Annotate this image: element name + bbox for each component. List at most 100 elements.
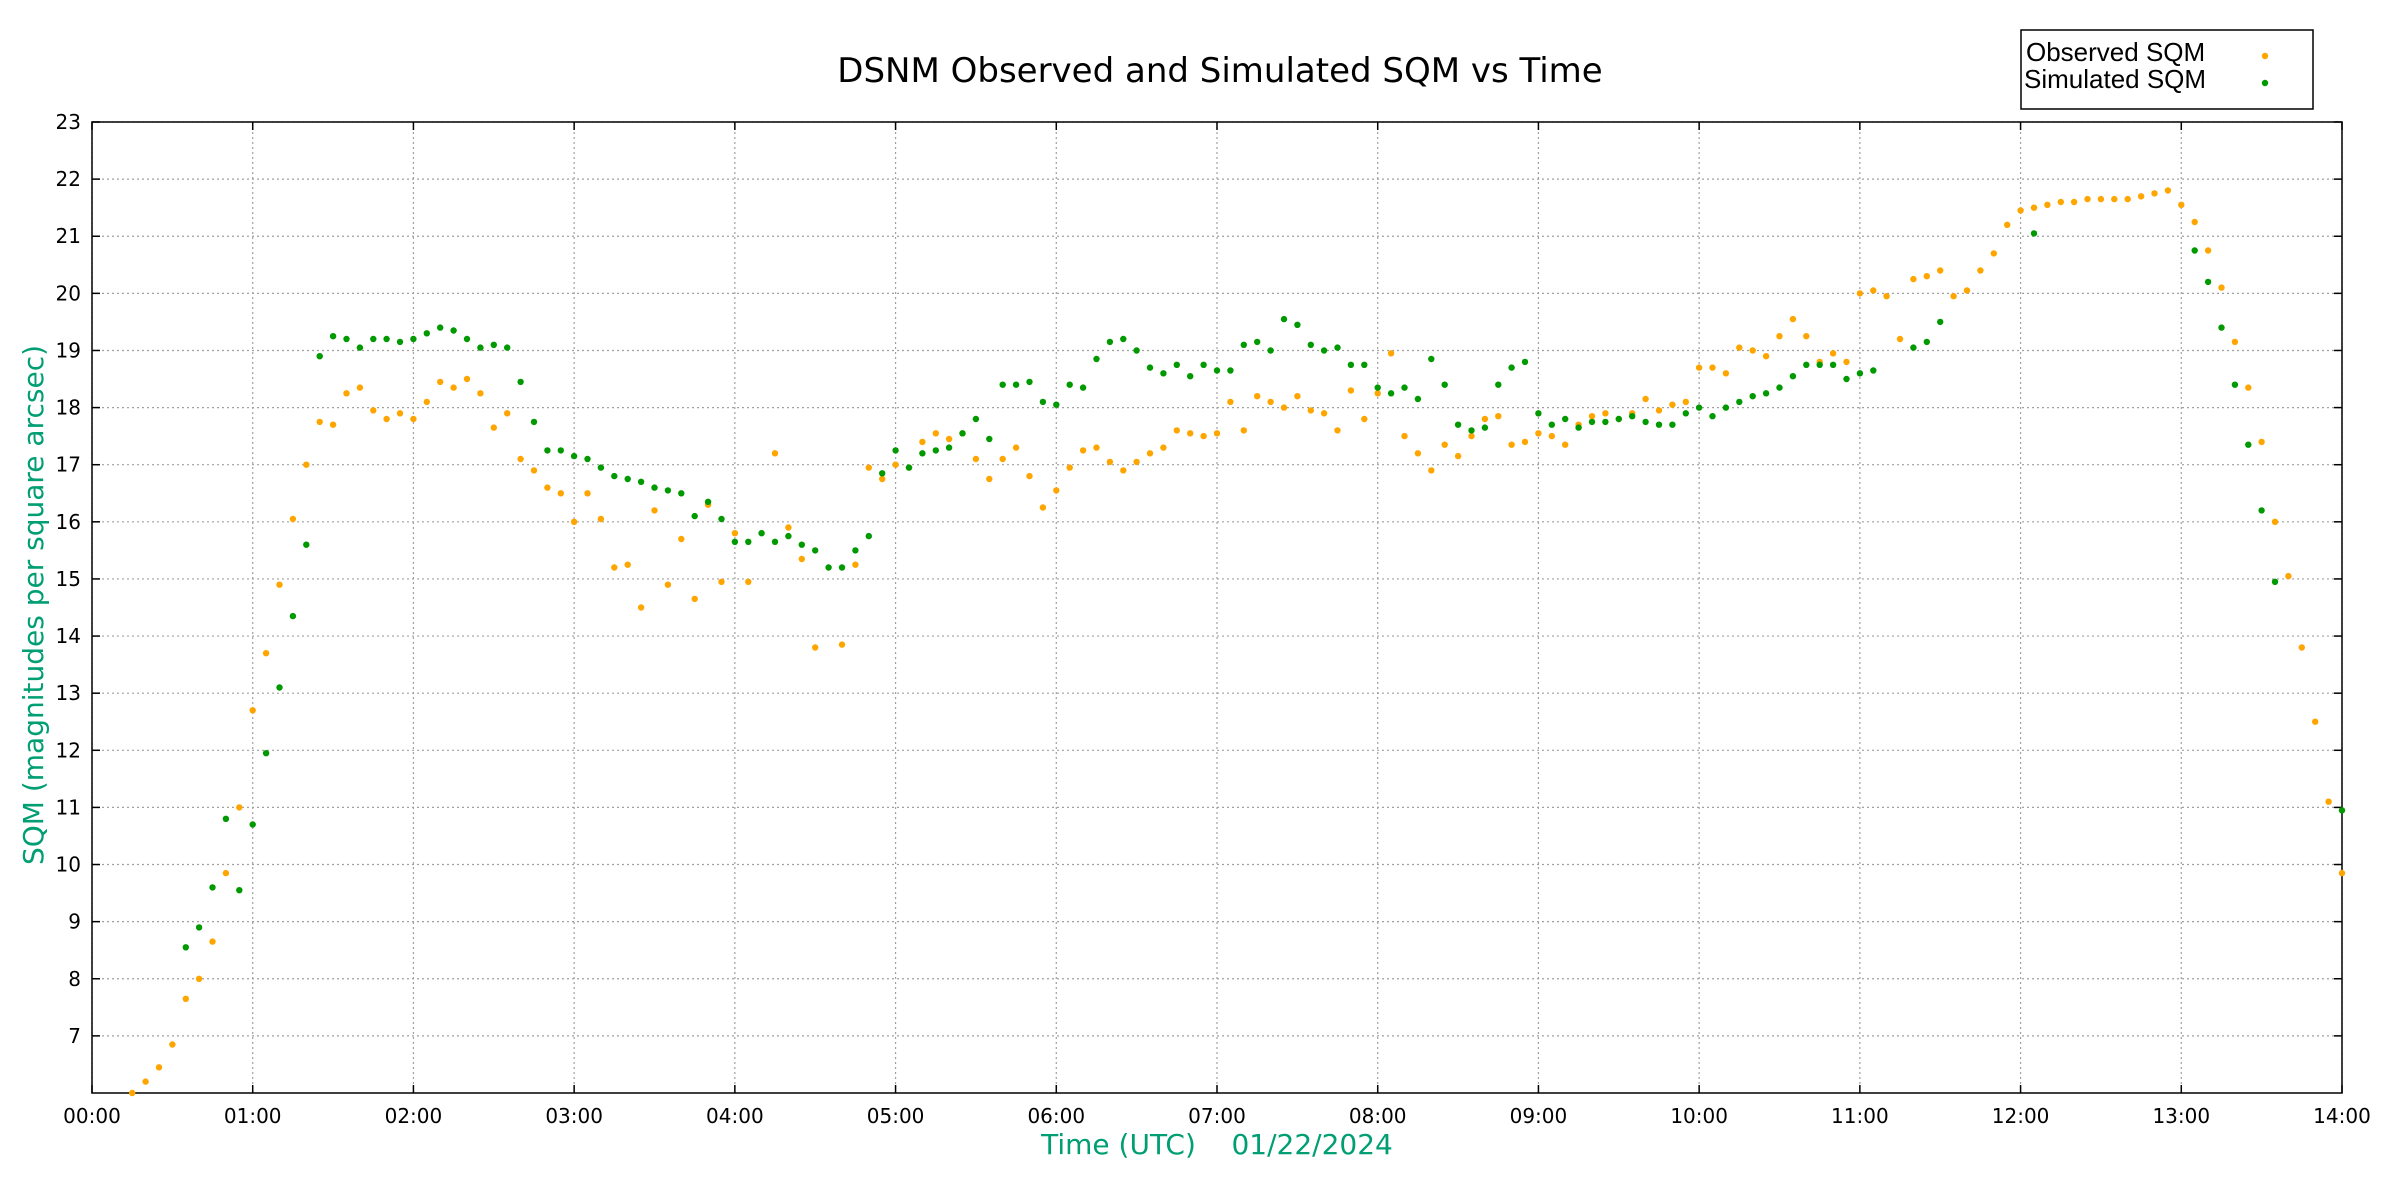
data-point <box>2285 572 2292 580</box>
data-point <box>1240 341 1248 348</box>
y-tick-label: 17 <box>56 453 81 477</box>
data-point <box>1642 395 1649 403</box>
data-point <box>812 547 819 554</box>
data-point <box>691 512 698 520</box>
data-point <box>195 975 203 982</box>
data-point <box>1454 421 1462 428</box>
data-point <box>1588 418 1596 426</box>
data-point <box>1414 450 1422 457</box>
data-point <box>262 750 270 757</box>
data-point <box>1789 315 1797 323</box>
data-point <box>852 561 859 568</box>
data-point <box>1280 404 1288 411</box>
data-point <box>530 418 538 426</box>
data-point <box>812 644 819 651</box>
data-point <box>1762 353 1770 360</box>
data-point <box>932 447 939 454</box>
data-point <box>1682 398 1690 406</box>
data-point <box>919 438 926 446</box>
data-point <box>383 415 390 423</box>
data-point <box>1079 447 1087 454</box>
data-point <box>704 498 712 505</box>
data-point <box>1615 415 1623 423</box>
data-point <box>892 447 899 454</box>
data-point <box>2137 193 2145 200</box>
data-point <box>303 541 310 548</box>
y-tick-label: 7 <box>68 1024 81 1048</box>
data-point <box>1669 401 1676 408</box>
data-point <box>597 464 605 471</box>
x-axis: 00:00 01:00 02:00 03:00 04:00 05:00 06:00 07:00… <box>63 122 2371 1128</box>
data-point <box>1307 341 1315 348</box>
data-point <box>1602 410 1609 417</box>
data-point <box>771 450 779 457</box>
data-point <box>209 938 216 945</box>
data-point <box>2258 438 2265 446</box>
data-point <box>1588 413 1596 420</box>
data-point <box>1883 293 1890 300</box>
data-point <box>1722 404 1730 411</box>
data-point <box>249 821 256 828</box>
data-point <box>1093 444 1100 451</box>
data-point <box>1320 410 1328 417</box>
data-point <box>1213 430 1221 437</box>
data-point <box>999 455 1006 463</box>
data-point <box>169 1041 176 1048</box>
data-point <box>2271 518 2279 525</box>
data-point <box>1468 427 1475 434</box>
data-point <box>2004 221 2011 228</box>
data-point <box>1495 413 1502 420</box>
data-point <box>1026 472 1033 480</box>
data-point <box>303 461 310 468</box>
data-point <box>2164 187 2172 194</box>
x-tick-label: 11:00 <box>1831 1104 1889 1128</box>
x-tick-label: 03:00 <box>545 1104 603 1128</box>
data-point <box>1709 413 1716 420</box>
data-point <box>530 467 538 474</box>
data-point <box>1870 367 1877 374</box>
data-point <box>1870 287 1877 294</box>
data-point <box>972 415 980 423</box>
data-point <box>249 707 256 714</box>
x-tick-label: 12:00 <box>1992 1104 2050 1128</box>
data-point <box>1012 444 1020 451</box>
data-point <box>396 410 404 417</box>
data-point <box>1762 390 1770 397</box>
data-point <box>1347 387 1355 394</box>
data-point <box>2338 807 2346 814</box>
data-point <box>1829 361 1837 368</box>
data-point <box>651 484 658 491</box>
data-point <box>1803 333 1810 340</box>
y-tick-label: 20 <box>56 281 81 305</box>
data-point <box>945 435 953 443</box>
data-point <box>570 518 578 525</box>
data-point <box>289 612 297 620</box>
data-point <box>1133 458 1140 466</box>
data-point <box>584 490 591 497</box>
data-point <box>1937 318 1944 326</box>
data-point <box>236 804 243 811</box>
data-point <box>236 887 243 894</box>
data-point <box>1722 370 1730 377</box>
data-point <box>1200 432 1207 440</box>
data-point <box>1120 467 1127 474</box>
data-point <box>624 475 631 483</box>
legend-label-observed: Observed SQM <box>2026 37 2205 67</box>
x-tick-label: 09:00 <box>1510 1104 1568 1128</box>
data-point <box>1602 418 1609 426</box>
data-point <box>2258 507 2265 514</box>
data-point <box>1039 504 1047 511</box>
data-point <box>222 815 230 822</box>
data-point <box>1039 398 1047 406</box>
data-point <box>490 341 497 348</box>
data-point <box>1307 407 1315 414</box>
data-point <box>1749 347 1756 354</box>
data-point <box>999 381 1006 388</box>
legend: Observed SQM Simulated SQM <box>2020 29 2314 110</box>
data-point <box>1401 384 1408 391</box>
data-point <box>1776 384 1783 391</box>
data-point <box>2231 338 2239 346</box>
data-point <box>678 535 685 543</box>
data-point <box>1213 367 1221 374</box>
